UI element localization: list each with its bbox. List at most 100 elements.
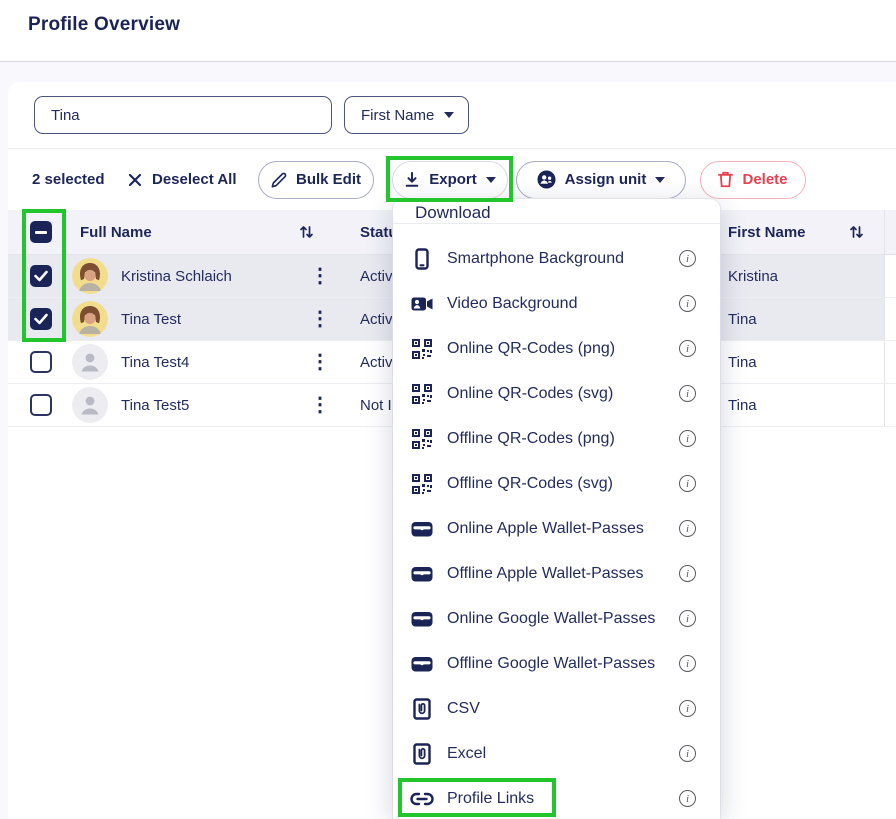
menu-items: Smartphone Background i Video Background… [393,236,720,819]
check-icon [34,313,48,325]
people-icon [537,170,556,189]
menu-item-offline-apple-wallet-passes[interactable]: Offline Apple Wallet-Passes i [393,551,720,596]
export-button[interactable]: Export [392,160,508,199]
deselect-all-button[interactable]: Deselect All [128,171,237,188]
sort-icon[interactable] [849,224,864,240]
column-header-first-name: First Name [728,223,806,241]
bulk-edit-button[interactable]: Bulk Edit [258,160,374,199]
menu-header: Download [415,203,491,222]
info-icon[interactable]: i [679,655,696,672]
menu-item-online-qr-codes-png-[interactable]: Online QR-Codes (png) i [393,326,720,371]
info-icon[interactable]: i [679,745,696,762]
first-name-cell: Tina [728,310,757,328]
export-download-menu: Download Smartphone Background i Video B… [393,199,720,819]
row-kebab-menu-icon[interactable]: ⋮ [310,351,330,373]
wallet-icon [409,610,435,628]
smartphone-icon [409,247,435,270]
row-checkbox[interactable] [30,394,52,416]
avatar [72,387,108,423]
menu-item-excel[interactable]: Excel i [393,731,720,776]
menu-item-online-qr-codes-svg-[interactable]: Online QR-Codes (svg) i [393,371,720,416]
file-icon [409,697,435,720]
extra-column [884,341,896,383]
info-icon[interactable]: i [679,295,696,312]
assign-unit-button[interactable]: Assign unit [516,160,686,199]
info-icon[interactable]: i [679,385,696,402]
first-name-cell: Tina [728,353,757,371]
info-icon[interactable]: i [679,475,696,492]
info-icon[interactable]: i [679,520,696,537]
row-checkbox[interactable] [30,265,52,287]
export-label: Export [429,171,477,188]
search-column-select[interactable]: First Name [344,96,470,134]
first-name-cell: Tina [728,396,757,414]
qr-icon [409,473,435,494]
sort-icon[interactable] [299,224,314,240]
bulk-action-toolbar: 2 selected Deselect All Bulk Edit Export… [8,149,896,210]
bulk-edit-label: Bulk Edit [295,171,361,188]
menu-item-smartphone-background[interactable]: Smartphone Background i [393,236,720,281]
column-header-full-name: Full Name [80,223,152,241]
avatar [72,258,108,294]
link-icon [409,792,435,806]
full-name-cell: Tina Test5 [121,396,190,414]
status-cell: Active [360,267,401,285]
row-kebab-menu-icon[interactable]: ⋮ [310,394,330,416]
full-name-cell: Tina Test [121,310,182,328]
select-all-checkbox[interactable] [30,221,52,243]
menu-item-video-background[interactable]: Video Background i [393,281,720,326]
file-icon [409,742,435,765]
x-icon [128,173,142,186]
wallet-icon [409,655,435,673]
top-header-bar: Profile Overview [0,0,896,62]
row-kebab-menu-icon[interactable]: ⋮ [310,265,330,287]
info-icon[interactable]: i [679,340,696,357]
delete-button[interactable]: Delete [700,160,806,199]
chevron-down-icon [655,176,666,183]
extra-column [884,298,896,340]
status-cell: Active [360,310,401,328]
extra-column [884,210,896,254]
info-icon[interactable]: i [679,430,696,447]
qr-icon [409,428,435,449]
menu-divider [393,223,720,224]
search-column-select-value: First Name [361,106,435,124]
qr-icon [409,338,435,359]
search-input[interactable] [34,96,332,134]
selected-count: 2 selected [32,171,105,188]
info-icon[interactable]: i [679,790,696,807]
menu-item-online-apple-wallet-passes[interactable]: Online Apple Wallet-Passes i [393,506,720,551]
trash-icon [718,171,734,188]
full-name-cell: Kristina Schlaich [121,267,232,285]
qr-icon [409,383,435,404]
info-icon[interactable]: i [679,700,696,717]
video-icon [409,295,435,313]
status-cell: Active [360,353,401,371]
menu-item-online-google-wallet-passes[interactable]: Online Google Wallet-Passes i [393,596,720,641]
row-kebab-menu-icon[interactable]: ⋮ [310,308,330,330]
wallet-icon [409,520,435,538]
row-checkbox[interactable] [30,351,52,373]
filter-row: First Name [8,82,896,149]
pencil-icon [271,172,287,187]
row-checkbox[interactable] [30,308,52,330]
chevron-down-icon [485,176,496,183]
menu-item-offline-qr-codes-png-[interactable]: Offline QR-Codes (png) i [393,416,720,461]
chevron-down-icon [444,112,455,118]
extra-column [884,384,896,426]
download-icon [405,171,419,187]
avatar [72,301,108,337]
first-name-cell: Kristina [728,267,779,285]
menu-item-profile-links[interactable]: Profile Links i [393,776,720,819]
info-icon[interactable]: i [679,610,696,627]
menu-item-offline-google-wallet-passes[interactable]: Offline Google Wallet-Passes i [393,641,720,686]
menu-item-offline-qr-codes-svg-[interactable]: Offline QR-Codes (svg) i [393,461,720,506]
check-icon [34,270,48,282]
extra-column [884,255,896,297]
deselect-all-label: Deselect All [152,171,237,188]
wallet-icon [409,565,435,583]
info-icon[interactable]: i [679,250,696,267]
menu-item-csv[interactable]: CSV i [393,686,720,731]
avatar [72,344,108,380]
info-icon[interactable]: i [679,565,696,582]
